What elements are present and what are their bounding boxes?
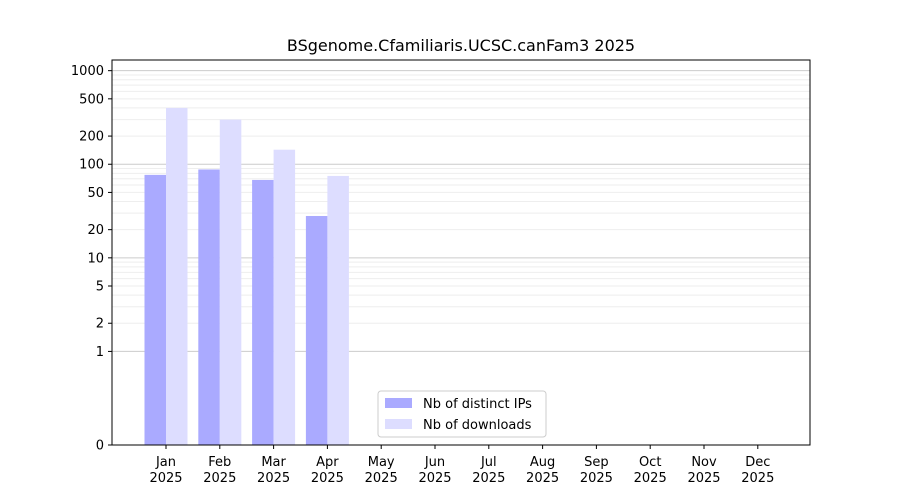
y-tick-label: 2 <box>96 317 104 332</box>
y-tick-label: 20 <box>87 223 104 238</box>
y-tick-label: 200 <box>79 130 104 145</box>
bar-distinct-ips <box>144 174 166 445</box>
legend-swatch <box>385 419 412 429</box>
y-tick-label: 5 <box>96 280 104 295</box>
y-axis: 0 1 2 5 10 20 50 100 200 500 1000 <box>71 64 112 454</box>
x-tick-label: Mar 2025 <box>257 455 290 486</box>
legend-label: Nb of distinct IPs <box>423 397 532 412</box>
x-tick-label: Jan 2025 <box>149 455 182 486</box>
bars <box>144 107 349 446</box>
legend: Nb of distinct IPs Nb of downloads <box>377 390 547 438</box>
bar-downloads <box>219 119 242 446</box>
x-tick-label: May 2025 <box>365 455 398 486</box>
x-tick-label: Jun 2025 <box>418 455 451 486</box>
bar-downloads <box>327 175 349 445</box>
legend-label: Nb of downloads <box>423 418 532 433</box>
y-tick-label: 100 <box>79 158 104 173</box>
x-tick-label: Oct 2025 <box>634 455 667 486</box>
x-tick-label: Jul 2025 <box>472 455 505 486</box>
y-tick-label: 500 <box>79 92 104 107</box>
bar-distinct-ips <box>198 169 220 446</box>
legend-swatch <box>385 398 412 408</box>
bar-downloads <box>273 149 296 445</box>
y-tick-label: 0 <box>96 439 104 454</box>
x-tick-label: Dec 2025 <box>741 455 774 486</box>
bar-downloads <box>166 107 188 446</box>
x-tick-label: Aug 2025 <box>526 455 559 486</box>
y-tick-label: 10 <box>87 251 104 266</box>
x-tick-label: Nov 2025 <box>687 455 720 486</box>
x-tick-label: Sep 2025 <box>580 455 613 486</box>
y-tick-label: 1000 <box>71 64 104 79</box>
x-tick-label: Feb 2025 <box>203 455 236 486</box>
chart-title: BSgenome.Cfamiliaris.UCSC.canFam3 2025 <box>287 36 635 55</box>
legend-box <box>377 390 547 438</box>
bar-distinct-ips <box>305 215 328 445</box>
plot-frame <box>111 59 811 446</box>
x-axis: Jan 2025 Feb 2025 Mar 2025 Apr 2025 May 2025 Jun 20… <box>149 445 774 486</box>
y-tick-label: 1 <box>96 345 104 360</box>
x-tick-label: Apr 2025 <box>311 455 344 486</box>
y-tick-label: 50 <box>87 186 104 201</box>
bar-distinct-ips <box>252 179 274 445</box>
